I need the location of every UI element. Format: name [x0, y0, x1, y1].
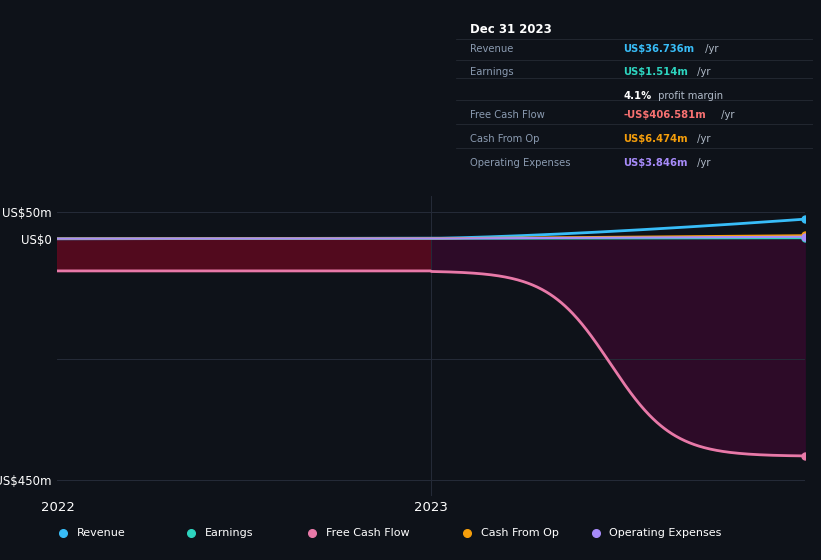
Text: Free Cash Flow: Free Cash Flow [470, 110, 544, 120]
Text: US$36.736m: US$36.736m [623, 44, 695, 54]
Text: Revenue: Revenue [470, 44, 513, 54]
Text: Free Cash Flow: Free Cash Flow [326, 529, 410, 538]
Text: Earnings: Earnings [205, 529, 254, 538]
Text: Dec 31 2023: Dec 31 2023 [470, 23, 552, 36]
Text: US$6.474m: US$6.474m [623, 134, 688, 144]
Text: /yr: /yr [702, 44, 718, 54]
Text: US$3.846m: US$3.846m [623, 158, 688, 168]
Text: Earnings: Earnings [470, 67, 514, 77]
Text: Operating Expenses: Operating Expenses [609, 529, 722, 538]
Text: Cash From Op: Cash From Op [481, 529, 558, 538]
Text: 4.1%: 4.1% [623, 91, 652, 101]
Text: /yr: /yr [695, 134, 711, 144]
Text: Revenue: Revenue [76, 529, 126, 538]
Text: Operating Expenses: Operating Expenses [470, 158, 571, 168]
Text: profit margin: profit margin [655, 91, 723, 101]
Text: -US$406.581m: -US$406.581m [623, 110, 706, 120]
Text: /yr: /yr [718, 110, 734, 120]
Text: /yr: /yr [695, 67, 711, 77]
Text: US$1.514m: US$1.514m [623, 67, 688, 77]
Text: Cash From Op: Cash From Op [470, 134, 539, 144]
Text: /yr: /yr [695, 158, 711, 168]
